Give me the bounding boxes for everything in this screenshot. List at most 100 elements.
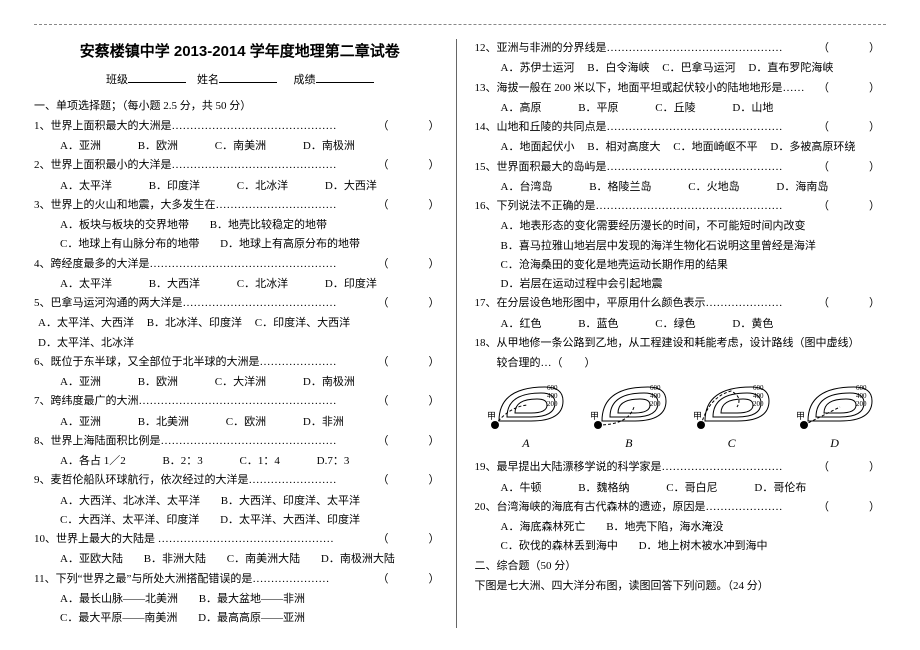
q7-stem: 7、跨纬度最广的大洲……………………………………………… (34, 395, 337, 407)
blank-class (128, 71, 186, 83)
q2C: C．北冰洋 (237, 177, 288, 196)
q10C: C．南美洲大陆 (227, 550, 300, 569)
q15D: D．海南岛 (776, 178, 828, 197)
q13-stem: 13、海拔一般在 200 米以下，地面平坦或起伏较小的陆地地形是…… (475, 82, 805, 94)
fig-D-label: D (792, 433, 878, 454)
section1-heading: 一、单项选择题；（每小题 2.5 分，共 50 分） (34, 97, 446, 116)
q3D: D．地球上有高原分布的地带 (220, 235, 360, 254)
q4-stem: 4、跨经度最多的大洋是…………………………………………… (34, 258, 337, 270)
svg-text:600: 600 (547, 384, 558, 392)
q8C: C．1：4 (240, 452, 280, 471)
q3B: B．地壳比较稳定的地带 (210, 216, 327, 235)
q14B: B．相对高度大 (587, 138, 660, 157)
right-column: 12、亚洲与非洲的分界线是…………………………………………（ ） A．苏伊士运河… (456, 39, 887, 628)
q2B: B．印度洋 (149, 177, 200, 196)
q14: 14、山地和丘陵的共同点是…………………………………………（ ） (475, 118, 887, 137)
q6-paren: （ ） (378, 353, 446, 372)
q1-opts: A．亚洲 B．欧洲 C．南美洲 D．南极洲 (34, 137, 446, 156)
q19-opts: A．牛顿 B．魏格纳 C．哥白尼 D．哥伦布 (475, 479, 887, 498)
q6: 6、既位于东半球，又全部位于北半球的大洲是…………………（ ） (34, 353, 446, 372)
q5A: A．太平洋、大西洋 (38, 314, 134, 333)
two-columns: 安蔡楼镇中学 2013-2014 学年度地理第二章试卷 班级 姓名 成绩 一、单… (34, 39, 886, 628)
fig-A-label: A (483, 433, 569, 454)
q19-paren: （ ） (818, 458, 886, 477)
q14C: C．地面崎岖不平 (673, 138, 757, 157)
q4D: D．印度洋 (325, 275, 377, 294)
q6B: B．欧洲 (138, 373, 178, 392)
svg-text:甲: 甲 (693, 411, 702, 421)
q19-stem: 19、最早提出大陆漂移学说的科学家是…………………………… (475, 461, 783, 473)
q14A: A．地面起伏小 (501, 138, 575, 157)
q1C: C．南美洲 (215, 137, 266, 156)
contour-icon: 甲 600 400 200 (588, 377, 670, 431)
q15A: A．台湾岛 (501, 178, 553, 197)
q16-stem: 16、下列说法不正确的是…………………………………………… (475, 200, 783, 212)
q12: 12、亚洲与非洲的分界线是…………………………………………（ ） (475, 39, 887, 58)
q17: 17、在分层设色地形图中，平原用什么颜色表示…………………（ ） (475, 294, 887, 313)
contour-icon: 甲 600 400 200 (485, 377, 567, 431)
q13D: D．山地 (732, 99, 773, 118)
q15C: C．火地岛 (688, 178, 739, 197)
student-info-line: 班级 姓名 成绩 (34, 71, 446, 90)
q16-paren: （ ） (818, 197, 886, 216)
svg-text:甲: 甲 (590, 411, 599, 421)
q20A: A．海底森林死亡 (501, 518, 586, 537)
svg-text:600: 600 (856, 384, 867, 392)
q13-opts: A．高原 B．平原 C．丘陵 D．山地 (475, 99, 887, 118)
q16C: C．沧海桑田的变化是地壳运动长期作用的结果 (501, 256, 887, 275)
q15-opts: A．台湾岛 B．格陵兰岛 C．火地岛 D．海南岛 (475, 178, 887, 197)
svg-text:400: 400 (547, 392, 558, 400)
q12C: C．巴拿马运河 (662, 59, 735, 78)
q1B: B．欧洲 (138, 137, 178, 156)
fig-C: 甲 600 400 200 C (689, 377, 775, 454)
q4A: A．太平洋 (60, 275, 112, 294)
q10-paren: （ ） (378, 530, 446, 549)
fig-A: 甲 600 400 200 A (483, 377, 569, 454)
q12-stem: 12、亚洲与非洲的分界线是………………………………………… (475, 42, 783, 54)
label-score: 成绩 (294, 74, 316, 86)
q8A: A．各占 1／2 (60, 452, 126, 471)
q10A: A．亚欧大陆 (60, 550, 123, 569)
q7D: D．非洲 (303, 413, 344, 432)
svg-text:200: 200 (547, 400, 558, 408)
q6C: C．大洋洲 (215, 373, 266, 392)
q7-paren: （ ） (378, 392, 446, 411)
q20D: D．地上树木被水冲到海中 (639, 537, 768, 556)
q7-opts: A．亚洲 B．北美洲 C．欧洲 D．非洲 (34, 413, 446, 432)
q4B: B．大西洋 (149, 275, 200, 294)
q6A: A．亚洲 (60, 373, 101, 392)
q7: 7、跨纬度最广的大洲……………………………………………… （ ） (34, 392, 446, 411)
contour-icon: 甲 600 400 200 (794, 377, 876, 431)
q7A: A．亚洲 (60, 413, 101, 432)
blank-name (219, 71, 277, 83)
q2-paren: （ ） (378, 156, 446, 175)
q13B: B．平原 (578, 99, 618, 118)
q13C: C．丘陵 (655, 99, 695, 118)
q11-stem: 11、下列“世界之最”与所处大洲搭配错误的是………………… (34, 573, 329, 585)
q14-stem: 14、山地和丘陵的共同点是………………………………………… (475, 121, 783, 133)
q19C: C．哥白尼 (666, 479, 717, 498)
q17-opts: A．红色 B．蓝色 C．绿色 D．黄色 (475, 315, 887, 334)
q7B: B．北美洲 (138, 413, 189, 432)
q6-opts: A．亚洲 B．欧洲 C．大洋洲 D．南极洲 (34, 373, 446, 392)
q20-paren: （ ） (818, 498, 886, 517)
q12D: D．直布罗陀海峡 (748, 59, 833, 78)
q11D: D．最高高原——亚洲 (198, 609, 305, 628)
q8-paren: （ ） (378, 432, 446, 451)
q15-paren: （ ） (818, 158, 886, 177)
q11: 11、下列“世界之最”与所处大洲搭配错误的是…………………（ ） (34, 570, 446, 589)
svg-text:600: 600 (650, 384, 661, 392)
section2-heading: 二、综合题（50 分） (475, 557, 887, 576)
q19D: D．哥伦布 (754, 479, 806, 498)
contour-icon: 甲 600 400 200 (691, 377, 773, 431)
q3A: A．板块与板块的交界地带 (60, 216, 189, 235)
q20B: B．地壳下陷，海水淹没 (606, 518, 723, 537)
q15B: B．格陵兰岛 (589, 178, 651, 197)
q20C: C．砍伐的森林丢到海中 (501, 537, 618, 556)
q17D: D．黄色 (732, 315, 773, 334)
q13: 13、海拔一般在 200 米以下，地面平坦或起伏较小的陆地地形是……（ ） (475, 79, 887, 98)
q3C: C．地球上有山脉分布的地带 (60, 235, 199, 254)
q1D: D．南极洲 (303, 137, 355, 156)
q8: 8、世界上海陆面积比例是…………………………………………（ ） (34, 432, 446, 451)
q16B: B．喜马拉雅山地岩层中发现的海洋生物化石说明这里曾经是海洋 (501, 237, 887, 256)
